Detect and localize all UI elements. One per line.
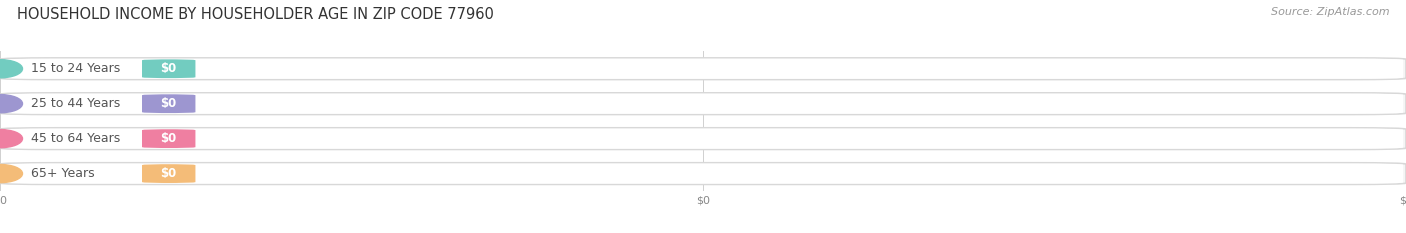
FancyBboxPatch shape [1, 164, 191, 183]
Text: $0: $0 [160, 132, 177, 145]
Ellipse shape [0, 95, 22, 113]
FancyBboxPatch shape [142, 94, 195, 113]
Text: $0: $0 [160, 167, 177, 180]
Text: Source: ZipAtlas.com: Source: ZipAtlas.com [1271, 7, 1389, 17]
FancyBboxPatch shape [3, 129, 1403, 149]
FancyBboxPatch shape [3, 59, 1403, 79]
Text: 65+ Years: 65+ Years [31, 167, 94, 180]
Text: 25 to 44 Years: 25 to 44 Years [31, 97, 120, 110]
FancyBboxPatch shape [142, 129, 195, 148]
FancyBboxPatch shape [1, 129, 191, 148]
FancyBboxPatch shape [142, 59, 195, 78]
FancyBboxPatch shape [0, 58, 1406, 80]
Text: $0: $0 [160, 97, 177, 110]
Text: $0: $0 [160, 62, 177, 75]
Text: 45 to 64 Years: 45 to 64 Years [31, 132, 120, 145]
FancyBboxPatch shape [0, 128, 1406, 150]
FancyBboxPatch shape [0, 163, 1406, 185]
FancyBboxPatch shape [0, 93, 1406, 115]
FancyBboxPatch shape [3, 164, 1403, 184]
Ellipse shape [0, 60, 22, 78]
Text: HOUSEHOLD INCOME BY HOUSEHOLDER AGE IN ZIP CODE 77960: HOUSEHOLD INCOME BY HOUSEHOLDER AGE IN Z… [17, 7, 494, 22]
FancyBboxPatch shape [3, 93, 1403, 114]
Text: 15 to 24 Years: 15 to 24 Years [31, 62, 120, 75]
Ellipse shape [0, 164, 22, 183]
FancyBboxPatch shape [1, 94, 191, 113]
Ellipse shape [0, 130, 22, 148]
FancyBboxPatch shape [142, 164, 195, 183]
FancyBboxPatch shape [1, 59, 191, 78]
